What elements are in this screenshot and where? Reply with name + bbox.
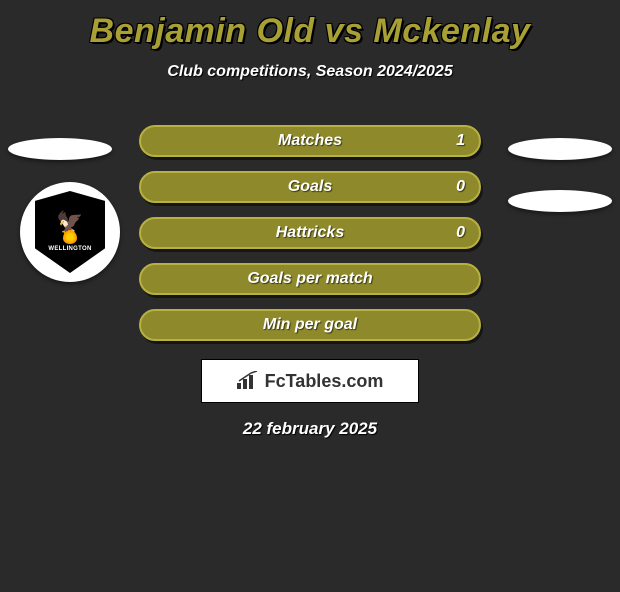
stat-label: Goals per match (247, 270, 372, 288)
flame-icon (63, 230, 77, 244)
subtitle: Club competitions, Season 2024/2025 (0, 63, 620, 81)
placeholder-ellipse-left (8, 138, 112, 160)
stat-bar-goals-per-match: Goals per match (139, 263, 481, 295)
branding-text: FcTables.com (265, 371, 384, 392)
stat-label: Min per goal (263, 316, 357, 334)
stat-label: Hattricks (276, 224, 344, 242)
club-badge-text: WELLINGTON (48, 246, 91, 252)
page-title: Benjamin Old vs Mckenlay (0, 12, 620, 51)
stat-value: 0 (456, 224, 465, 242)
club-badge-shield: 🦅 WELLINGTON (35, 191, 105, 273)
stat-bar-min-per-goal: Min per goal (139, 309, 481, 341)
stat-label: Goals (288, 178, 332, 196)
placeholder-ellipse-right-2 (508, 190, 612, 212)
placeholder-ellipse-right-1 (508, 138, 612, 160)
stat-label: Matches (278, 132, 342, 150)
stat-bar-matches: Matches 1 (139, 125, 481, 157)
stat-value: 0 (456, 178, 465, 196)
stat-bar-hattricks: Hattricks 0 (139, 217, 481, 249)
stat-bar-goals: Goals 0 (139, 171, 481, 203)
generation-date: 22 february 2025 (0, 419, 620, 439)
stat-value: 1 (456, 132, 465, 150)
stat-bars: Matches 1 Goals 0 Hattricks 0 Goals per … (139, 125, 481, 341)
club-badge: 🦅 WELLINGTON (20, 182, 120, 282)
branding-box[interactable]: FcTables.com (201, 359, 419, 403)
chart-icon (237, 371, 259, 392)
